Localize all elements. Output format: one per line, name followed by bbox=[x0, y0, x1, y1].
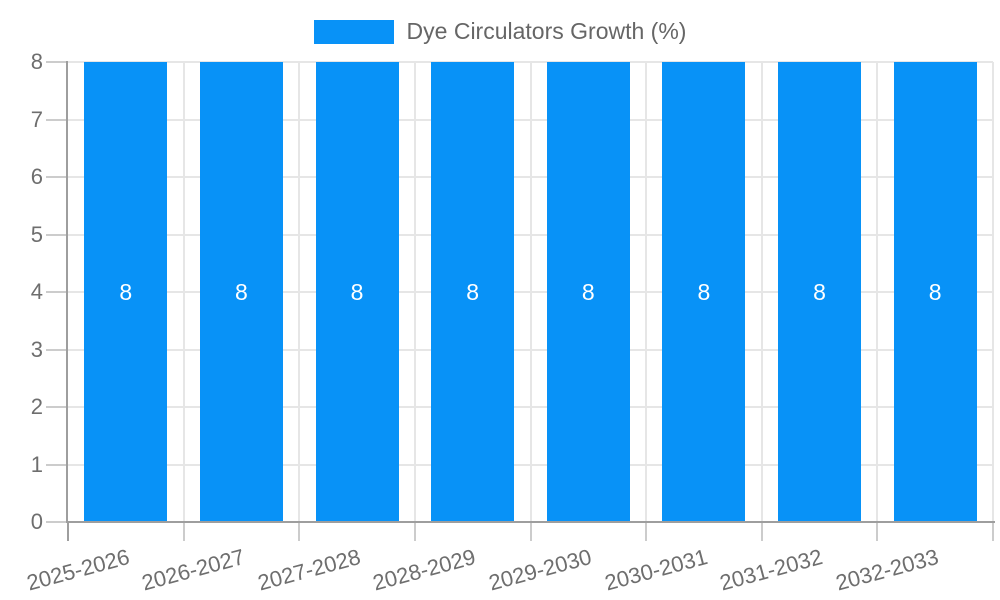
y-tick bbox=[46, 521, 67, 523]
bar[interactable]: 8 bbox=[778, 62, 862, 521]
x-axis-line bbox=[66, 521, 995, 523]
v-gridline bbox=[529, 62, 532, 521]
y-axis-tick-label: 5 bbox=[30, 221, 43, 247]
y-tick bbox=[46, 463, 67, 466]
bar[interactable]: 8 bbox=[199, 62, 283, 521]
y-axis-tick-label: 0 bbox=[30, 509, 43, 534]
y-tick bbox=[46, 291, 67, 293]
y-axis-tick-label: 7 bbox=[30, 106, 43, 132]
legend-swatch bbox=[313, 19, 394, 44]
x-axis-category-label: 2028-2029 bbox=[370, 544, 479, 596]
x-tick bbox=[67, 523, 69, 541]
y-axis-tick-label: 2 bbox=[30, 394, 43, 419]
v-gridline bbox=[413, 62, 416, 521]
v-gridline bbox=[298, 62, 301, 521]
x-axis-category-label: 2030-2031 bbox=[601, 544, 710, 596]
y-tick bbox=[46, 233, 67, 236]
y-axis-tick-label: 3 bbox=[30, 336, 43, 362]
x-tick bbox=[876, 523, 879, 541]
x-axis-category-label: 2032-2033 bbox=[833, 544, 942, 596]
x-tick bbox=[529, 523, 532, 541]
bar[interactable]: 8 bbox=[84, 62, 168, 521]
bar-value-label: 8 bbox=[119, 278, 133, 305]
bar-value-label: 8 bbox=[581, 278, 595, 305]
y-axis-tick-label: 1 bbox=[30, 451, 43, 477]
y-axis-tick-label: 8 bbox=[30, 49, 43, 74]
bar[interactable]: 8 bbox=[315, 62, 399, 521]
x-axis-category-label: 2029-2030 bbox=[486, 544, 595, 596]
y-axis-tick-label: 4 bbox=[30, 279, 43, 304]
v-gridline bbox=[645, 62, 648, 521]
v-gridline bbox=[876, 62, 879, 521]
x-axis-category-label: 2026-2027 bbox=[139, 544, 248, 596]
x-tick bbox=[760, 523, 763, 541]
y-tick bbox=[46, 61, 67, 63]
bar-value-label: 8 bbox=[235, 278, 248, 305]
x-axis-category-label: 2031-2032 bbox=[717, 544, 826, 596]
y-tick bbox=[46, 348, 67, 351]
bar-value-label: 8 bbox=[466, 278, 480, 305]
x-tick bbox=[992, 523, 994, 541]
bar[interactable]: 8 bbox=[893, 62, 977, 521]
y-tick bbox=[46, 176, 67, 178]
bar[interactable]: 8 bbox=[662, 62, 746, 521]
bar-value-label: 8 bbox=[928, 278, 942, 305]
bar[interactable]: 8 bbox=[431, 62, 515, 521]
x-tick bbox=[298, 523, 301, 541]
x-tick bbox=[413, 523, 416, 541]
x-axis-category-label: 2025-2026 bbox=[23, 544, 132, 596]
bar-value-label: 8 bbox=[350, 278, 364, 305]
bar-value-label: 8 bbox=[697, 278, 711, 305]
x-tick bbox=[645, 523, 648, 541]
v-gridline bbox=[992, 62, 994, 521]
x-axis-category-label: 2027-2028 bbox=[254, 544, 364, 596]
v-gridline bbox=[182, 62, 185, 521]
legend-label: Dye Circulators Growth (%) bbox=[406, 18, 687, 44]
y-axis-line bbox=[66, 61, 68, 523]
v-gridline bbox=[760, 62, 763, 521]
y-tick bbox=[46, 118, 67, 121]
y-axis-tick-label: 6 bbox=[30, 164, 43, 189]
bar-value-label: 8 bbox=[813, 278, 826, 305]
legend: Dye Circulators Growth (%) bbox=[0, 19, 1000, 44]
y-tick bbox=[46, 406, 67, 408]
x-tick bbox=[182, 523, 185, 541]
bar[interactable]: 8 bbox=[546, 62, 630, 521]
